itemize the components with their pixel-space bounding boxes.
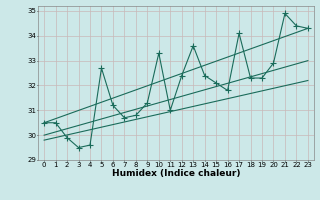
X-axis label: Humidex (Indice chaleur): Humidex (Indice chaleur) [112, 169, 240, 178]
